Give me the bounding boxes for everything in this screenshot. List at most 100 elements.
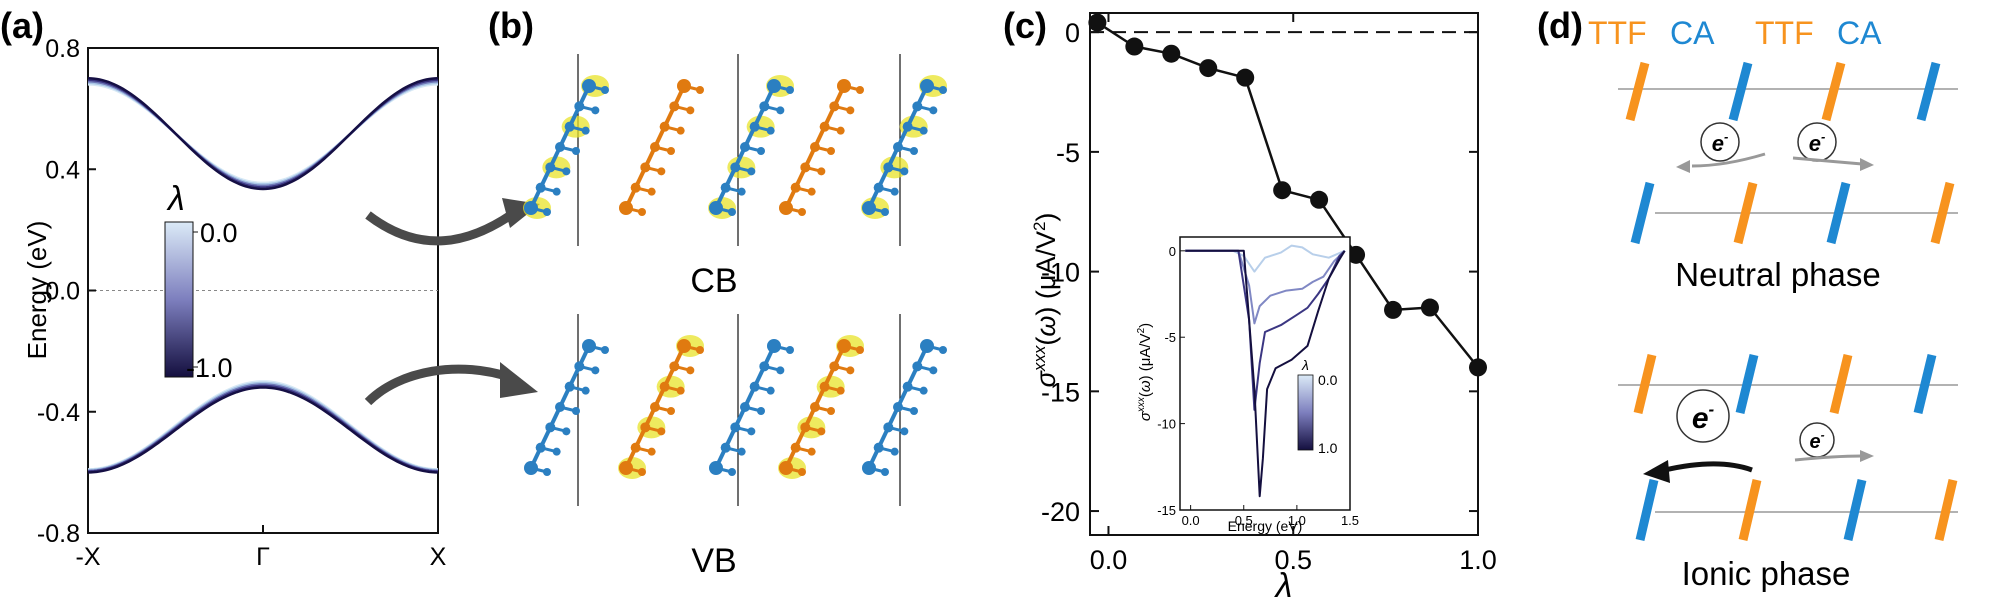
panel-b-atom	[574, 361, 585, 372]
panel-b-atom	[790, 182, 801, 193]
panel-c-data-point	[1420, 298, 1439, 317]
panel-a-colorbar-bar	[164, 221, 194, 378]
panel-d-header-ttf-2: TTF	[1755, 15, 1814, 51]
panel-b-atom	[829, 361, 840, 372]
panel-c-inset-frame	[1179, 236, 1351, 511]
panel-b-atom	[730, 162, 741, 173]
panel-c-data-point	[1273, 181, 1292, 200]
panel-d-header-ca-2: CA	[1837, 15, 1882, 51]
panel-b-atom	[535, 182, 546, 193]
panel-c-inset-y-label: σxxx(ω) (μA/V2)	[1136, 323, 1154, 421]
panel-b-cb-structure	[523, 54, 947, 246]
panel-a-x-axis: -X Γ X	[76, 525, 447, 571]
panel-c-inset-series-3	[1185, 249, 1346, 498]
panel-c-inset-colorbar-symbol: λ	[1301, 357, 1309, 373]
panel-d-electron-3	[1676, 389, 1730, 443]
panel-c-data-point	[1310, 190, 1329, 209]
panel-c-data-point	[1162, 44, 1181, 63]
panel-c-x-label: λ	[1274, 567, 1293, 605]
panel-b-atom	[810, 142, 820, 152]
panel-a-y-axis: 0.8 0.4 0.0 -0.4 -0.8	[37, 35, 96, 548]
panel-b-atom	[730, 422, 741, 433]
panel-b-atom	[677, 79, 691, 93]
panel-c-series	[1088, 13, 1487, 377]
panel-b-atom	[630, 182, 641, 193]
panel-b-atom	[564, 121, 575, 132]
panel-c-y-label: σxxx(ω) (μA/V2)	[1030, 213, 1061, 388]
panel-c-y-tick-label: -10	[1041, 258, 1080, 288]
panel-b-atom	[582, 79, 596, 93]
panel-c-inset-x-tick-label: 0.0	[1182, 513, 1200, 528]
panel-a-y-label: Energy (eV)	[22, 221, 52, 360]
panel-b-atom	[862, 461, 876, 475]
panel-b-atom	[720, 442, 731, 453]
panel-c-y-tick-label: -5	[1056, 138, 1080, 168]
panel-b-atom	[650, 402, 660, 412]
panel-c-data-point	[1199, 59, 1218, 78]
panel-b-atom	[819, 381, 830, 392]
panel-b-atom	[619, 201, 633, 215]
panel-d-header-ca-1: CA	[1670, 15, 1715, 51]
panel-b-atom	[555, 402, 565, 412]
panel-c-y-tick-label: -20	[1041, 497, 1080, 527]
panel-b-atom	[582, 339, 596, 353]
panel-b-atom	[800, 162, 811, 173]
panel-b-atom	[902, 381, 913, 392]
panel-b-atom	[810, 402, 820, 412]
panel-c-inset-colorbar: λ 0.0 1.0	[1297, 357, 1338, 456]
panel-c-data-point	[1384, 300, 1403, 319]
panel-b: (b) CB VB	[364, 5, 947, 580]
panel-b-atom	[779, 461, 793, 475]
panel-c-data-point	[1469, 358, 1487, 377]
panel-b-atom	[709, 201, 723, 215]
panel-a-colorbar-max: -1.0	[186, 353, 233, 383]
panel-c-inset-series-1	[1185, 249, 1346, 325]
panel-b-atom	[545, 162, 556, 173]
svg-text:e-: e-	[1809, 428, 1824, 453]
svg-text:e-: e-	[1692, 400, 1715, 435]
panel-a-y-tick-label: -0.4	[37, 399, 80, 427]
panel-d-ionic-label: Ionic phase	[1682, 555, 1851, 592]
panel-d-ionic-electrons: e- e-	[1643, 389, 1874, 483]
panel-b-atom	[677, 339, 691, 353]
panel-a-cb-curve-2	[87, 80, 439, 188]
panel-c-inset-y-tick-label: -15	[1157, 503, 1176, 518]
panel-b-atom	[659, 381, 670, 392]
panel-c-inset: 0 -5 -10 -15 0.0 0.5 1.0 1.5 Energy (eV) σxxx(…	[1136, 236, 1359, 534]
panel-b-atom	[524, 201, 538, 215]
panel-b-atom	[545, 422, 556, 433]
panel-c-x-axis: 0.0 0.5 1.0	[1090, 13, 1497, 575]
panel-b-atom	[640, 162, 651, 173]
panel-c-inset-x-tick-label: 1.0	[1288, 513, 1306, 528]
panel-b-atom	[883, 422, 894, 433]
panel-b-atom	[779, 201, 793, 215]
panel-d-neutral-arrow-right	[1792, 156, 1863, 166]
panel-b-arrow-cb	[365, 206, 521, 246]
panel-b-atom	[740, 142, 750, 152]
panel-d-ionic-arrow-left	[1664, 461, 1753, 473]
panel-d-neutral-label: Neutral phase	[1675, 256, 1880, 293]
panel-d-ionic-molecules	[1633, 353, 1958, 542]
panel-c-x-tick-label: 1.0	[1459, 545, 1497, 575]
panel-c-x-tick-label: 0.0	[1090, 545, 1128, 575]
panel-c: (c) 0 -5 -10 -15 -20 0.0 0.5 1.0 σxxx(ω) (μA/V…	[1003, 5, 1497, 605]
panel-b-atom	[535, 442, 546, 453]
panel-b-atom	[800, 422, 811, 433]
panel-b-atom	[555, 142, 565, 152]
panel-c-data-point	[1236, 68, 1255, 87]
panel-d-neutral-arrow-left	[1691, 152, 1766, 168]
panel-d: (d) TTF CA TTF CA e- e- Neutral ph	[1537, 5, 1958, 592]
panel-b-label: (b)	[488, 5, 534, 46]
panel-a-cb-curve-4	[87, 77, 439, 191]
panel-b-atom	[873, 182, 884, 193]
panel-b-atom	[893, 402, 903, 412]
panel-a-colorbar: λ 0.0 -1.0	[164, 180, 238, 383]
panel-b-atom	[524, 461, 538, 475]
panel-b-arrow-vb	[364, 364, 514, 406]
panel-b-atom	[883, 162, 894, 173]
panel-c-y-tick-label: 0	[1065, 18, 1080, 48]
panel-c-inset-colorbar-max: 1.0	[1318, 440, 1338, 456]
panel-b-atom	[669, 101, 680, 112]
panel-d-neutral-molecules	[1625, 61, 1955, 245]
